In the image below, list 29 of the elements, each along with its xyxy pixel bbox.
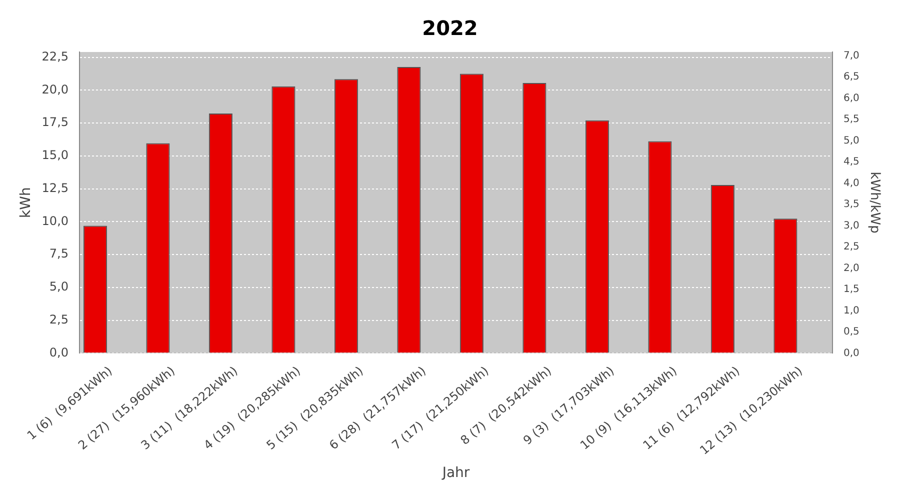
y-tick-label: 20,0: [42, 82, 69, 96]
y-tick-label: 12,5: [42, 180, 69, 195]
y2-tick-label: 7,0: [843, 50, 860, 62]
y-tick-label: 17,5: [42, 115, 69, 130]
y-tick-label: 22,5: [42, 49, 69, 64]
y2-tick-label: 0,5: [843, 326, 860, 338]
y-tick-label: 10,0: [42, 214, 69, 228]
y-tick-label: 0,0: [49, 345, 69, 360]
y2-tick-label: 4,0: [843, 178, 860, 189]
y2-tick-label: 1,0: [843, 305, 860, 316]
y2-tick-label: 3,0: [843, 220, 860, 232]
y2-tick-label: 5,5: [843, 114, 860, 126]
chart-title: 2022: [422, 16, 478, 40]
y-axis-title: kWh: [18, 187, 34, 218]
y2-tick-label: 2,5: [843, 242, 860, 253]
y2-tick-label: 4,5: [843, 156, 860, 168]
y2-tick-label: 3,5: [843, 199, 860, 210]
y2-tick-label: 5,0: [843, 135, 860, 146]
y2-tick-label: 2,0: [843, 262, 860, 274]
y2-tick-label: 6,5: [843, 72, 860, 83]
y-tick-label: 15,0: [42, 148, 69, 162]
y2-tick-label: 6,0: [843, 92, 860, 104]
y-tick-label: 2,5: [49, 312, 69, 326]
y2-tick-label: 1,5: [843, 284, 860, 296]
y2-axis-title: kWh/kWp: [866, 172, 882, 234]
x-axis-title: Jahr: [441, 465, 470, 482]
y-tick-label: 5,0: [49, 280, 69, 294]
y-tick-label: 7,5: [49, 246, 69, 261]
y2-tick-label: 0,0: [843, 348, 860, 359]
